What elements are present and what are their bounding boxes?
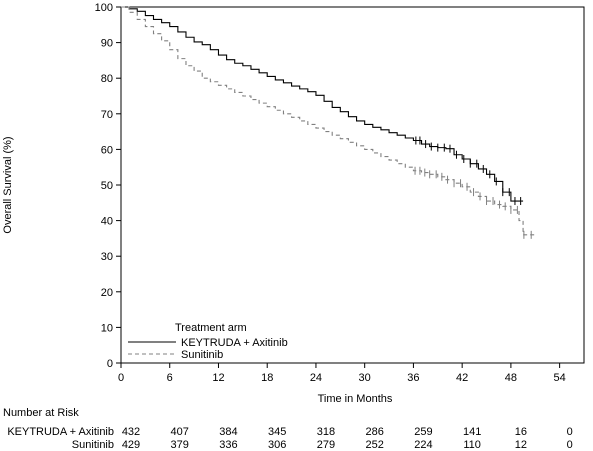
x-tick-label: 6 <box>167 372 173 384</box>
x-tick-label: 42 <box>456 372 468 384</box>
risk-row-label-sunitinib: Sunitinib <box>72 439 114 451</box>
risk-value: 407 <box>171 426 189 438</box>
y-tick-label: 30 <box>101 251 113 263</box>
x-tick-label: 0 <box>118 372 124 384</box>
risk-row-label-keytruda: KEYTRUDA + Axitinib <box>7 426 114 438</box>
risk-value: 141 <box>463 426 481 438</box>
risk-value: 429 <box>122 439 140 451</box>
risk-value: 279 <box>317 439 335 451</box>
y-tick-label: 20 <box>101 287 113 299</box>
risk-value: 336 <box>219 439 237 451</box>
x-tick-label: 12 <box>212 372 224 384</box>
risk-value: 318 <box>317 426 335 438</box>
plot-area <box>120 6 585 364</box>
risk-value: 384 <box>219 426 237 438</box>
x-tick-label: 24 <box>310 372 322 384</box>
x-axis-title: Time in Months <box>318 393 393 405</box>
y-tick-label: 0 <box>107 358 113 370</box>
risk-value: 0 <box>567 426 573 438</box>
risk-value: 252 <box>366 439 384 451</box>
risk-value: 224 <box>414 439 432 451</box>
legend-label-keytruda: KEYTRUDA + Axitinib <box>181 337 288 349</box>
y-tick-label: 40 <box>101 216 113 228</box>
y-tick-label: 80 <box>101 73 113 85</box>
risk-value: 110 <box>463 439 481 451</box>
x-tick-label: 48 <box>505 372 517 384</box>
risk-value: 286 <box>366 426 384 438</box>
risk-value: 12 <box>515 439 527 451</box>
x-tick-label: 36 <box>407 372 419 384</box>
risk-value: 345 <box>268 426 286 438</box>
risk-value: 16 <box>515 426 527 438</box>
series-line-1 <box>121 6 536 236</box>
x-tick-label: 30 <box>359 372 371 384</box>
y-tick-label: 70 <box>101 109 113 121</box>
risk-table-values: 432 407 384 345 318 286 259 141 16 0 429 379 336 306 2… <box>122 426 573 451</box>
y-tick-label: 10 <box>101 322 113 334</box>
x-tick-label: 18 <box>261 372 273 384</box>
legend: Treatment arm KEYTRUDA + Axitinib Suniti… <box>128 322 288 361</box>
risk-value: 379 <box>171 439 189 451</box>
risk-value: 259 <box>414 426 432 438</box>
risk-value: 0 <box>567 439 573 451</box>
risk-value: 306 <box>268 439 286 451</box>
y-axis-title: Overall Survival (%) <box>2 136 14 233</box>
risk-table-title: Number at Risk <box>3 407 79 419</box>
legend-label-sunitinib: Sunitinib <box>181 349 223 361</box>
plot-frame <box>120 6 585 364</box>
censor-marks <box>414 136 532 239</box>
y-tick-label: 60 <box>101 144 113 156</box>
x-tick-label: 54 <box>554 372 566 384</box>
series-line-0 <box>121 6 524 202</box>
y-tick-label: 50 <box>101 180 113 192</box>
risk-value: 432 <box>122 426 140 438</box>
y-tick-label: 100 <box>95 2 113 14</box>
y-tick-label: 90 <box>101 38 113 50</box>
survival-curves <box>121 6 536 236</box>
legend-title: Treatment arm <box>175 322 247 334</box>
axis-ticks: 0 6 12 18 24 30 36 42 48 54 0 10 20 30 40 50 60 70 80 90 100 <box>95 2 566 384</box>
